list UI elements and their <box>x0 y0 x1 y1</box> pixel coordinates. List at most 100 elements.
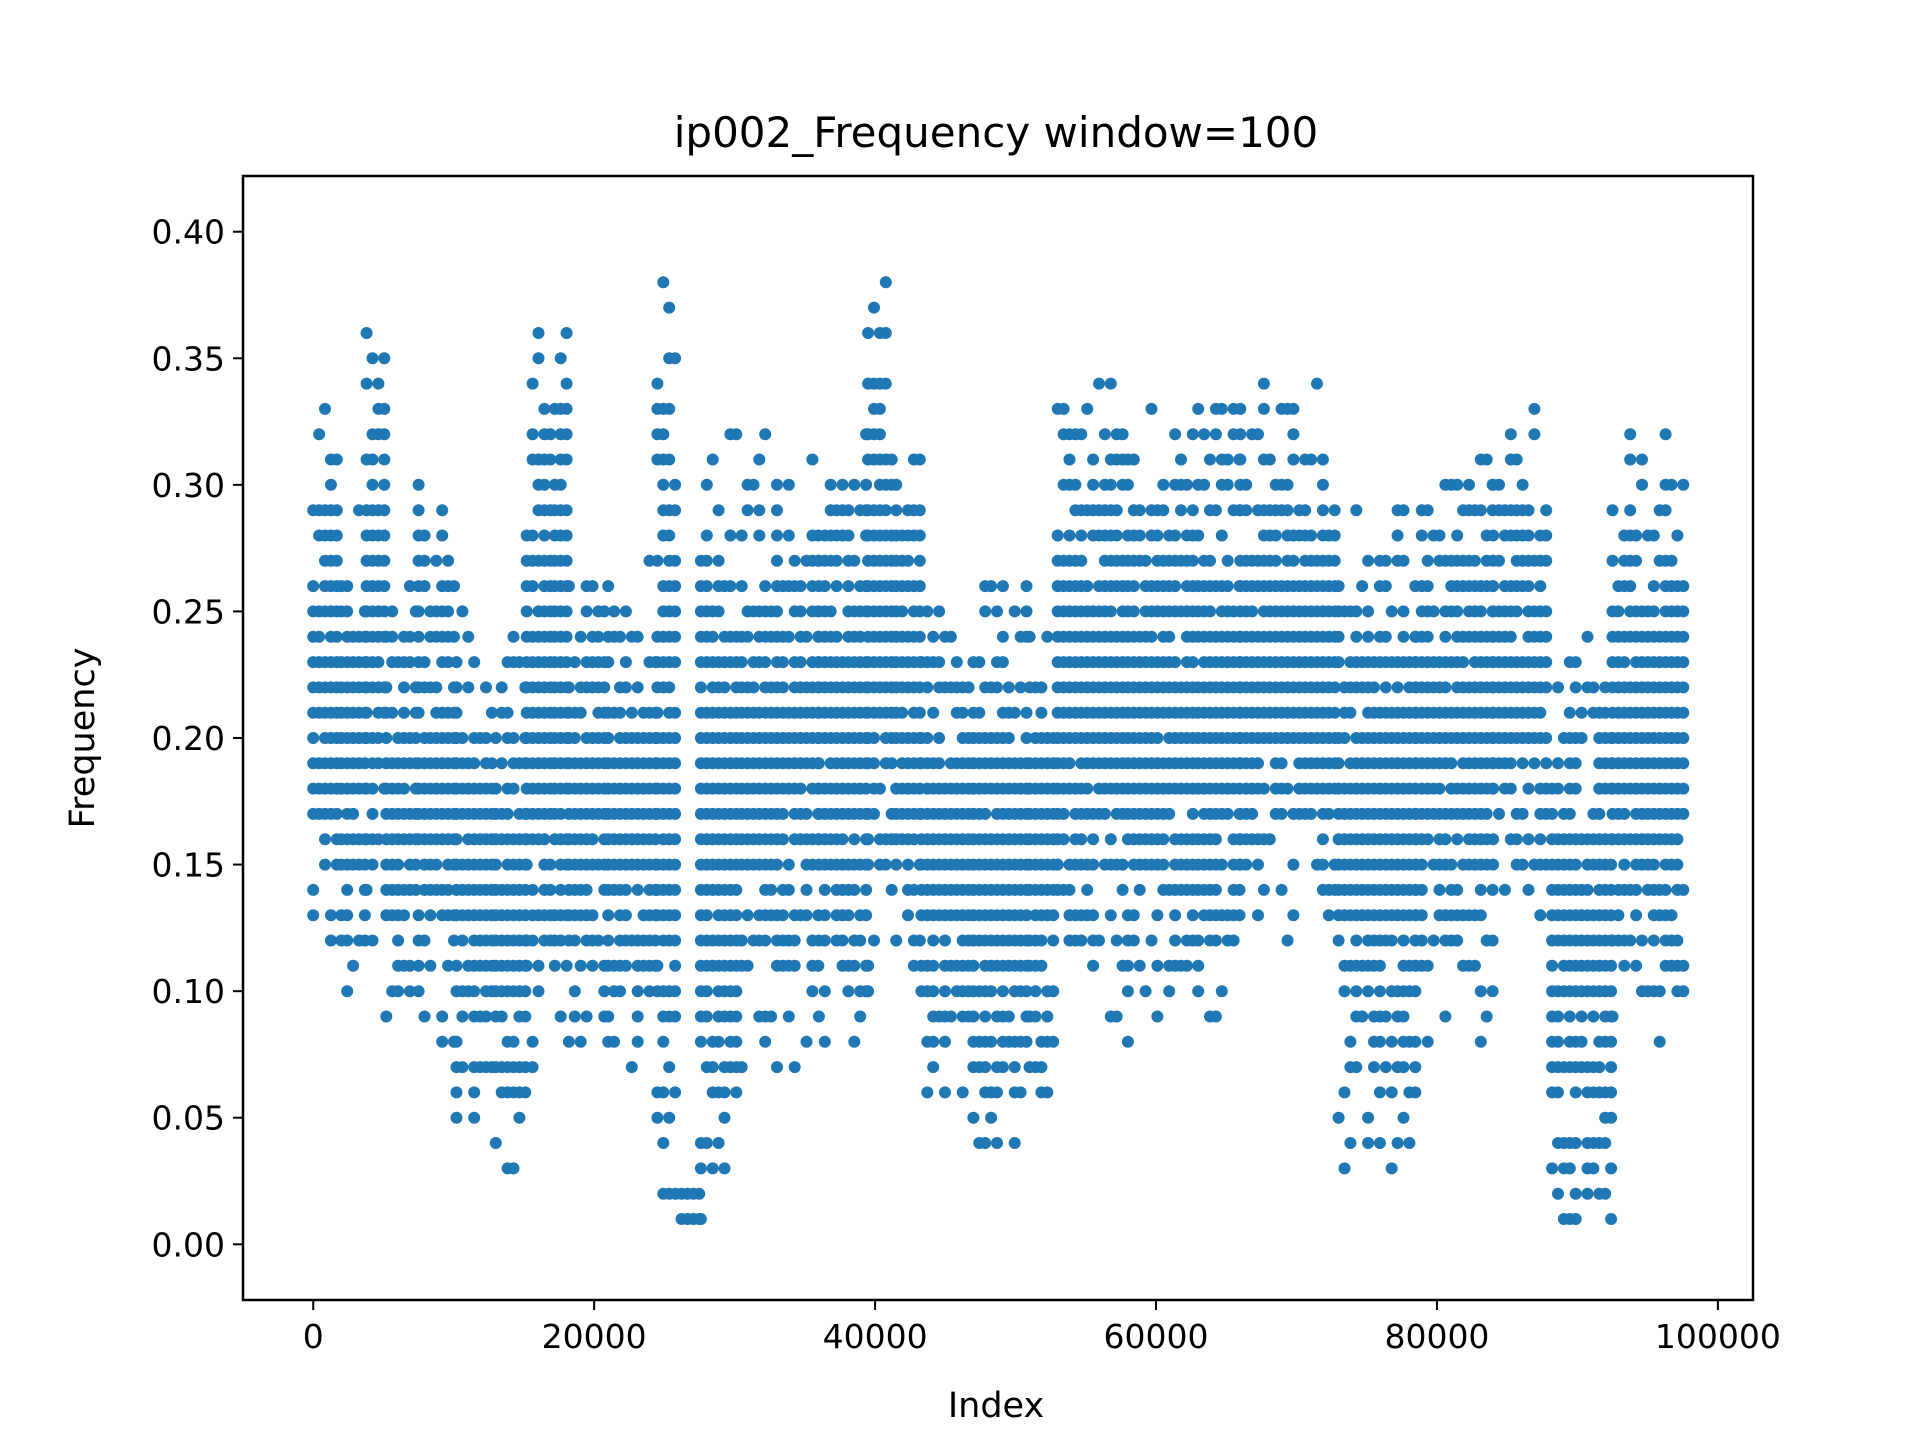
data-point <box>1563 807 1576 820</box>
data-point <box>973 656 986 669</box>
data-point <box>794 580 807 593</box>
data-point <box>794 656 807 669</box>
data-point <box>1316 833 1329 846</box>
data-point <box>1534 909 1547 922</box>
data-point <box>1240 504 1253 517</box>
data-point <box>1008 1137 1021 1149</box>
data-point <box>718 1086 731 1099</box>
data-point <box>1474 504 1487 517</box>
data-point <box>1057 833 1070 846</box>
data-point <box>1328 554 1341 567</box>
data-point <box>1192 959 1205 972</box>
data-point <box>730 1035 743 1048</box>
data-point <box>430 554 443 567</box>
data-point <box>776 807 789 820</box>
data-point <box>1522 504 1535 517</box>
x-tick-label: 20000 <box>542 1317 647 1356</box>
data-point <box>1391 681 1404 694</box>
data-point <box>1209 934 1222 947</box>
data-point <box>1522 782 1535 795</box>
data-point <box>694 681 707 694</box>
data-point <box>1522 580 1535 593</box>
data-point <box>1587 1010 1600 1023</box>
data-point <box>693 1187 706 1200</box>
data-point <box>378 428 391 441</box>
data-point <box>657 1086 670 1099</box>
data-point <box>913 630 926 643</box>
data-point <box>378 453 391 466</box>
data-point <box>631 681 644 694</box>
data-point <box>448 630 460 643</box>
data-point <box>1035 706 1048 719</box>
data-point <box>1281 478 1294 491</box>
data-point <box>1647 605 1660 618</box>
y-tick-label: 0.05 <box>152 1099 225 1138</box>
data-point <box>1322 807 1335 820</box>
data-point <box>398 706 410 719</box>
data-point <box>700 529 713 542</box>
data-point <box>800 909 813 922</box>
data-point <box>1002 1010 1015 1023</box>
data-point <box>1252 909 1264 922</box>
data-point <box>307 883 320 896</box>
data-point <box>706 453 719 466</box>
data-point <box>456 732 469 744</box>
data-point <box>424 909 437 922</box>
data-point <box>1287 453 1300 466</box>
data-point <box>1647 529 1660 542</box>
data-point <box>933 732 946 744</box>
data-point <box>507 782 520 795</box>
data-point <box>1433 883 1446 896</box>
data-point <box>927 985 940 998</box>
data-point <box>1522 833 1535 846</box>
data-point <box>1186 554 1199 567</box>
data-point <box>1263 453 1276 466</box>
data-point <box>412 504 425 517</box>
data-point <box>462 630 475 643</box>
data-point <box>1163 630 1176 643</box>
data-point <box>818 883 831 896</box>
data-point <box>927 706 940 719</box>
data-point <box>1624 934 1637 947</box>
data-point <box>1275 757 1288 770</box>
data-point <box>896 706 909 719</box>
data-point <box>657 428 670 441</box>
data-point <box>398 909 410 922</box>
data-point <box>1540 630 1553 643</box>
data-point <box>372 656 385 669</box>
data-point <box>1169 934 1182 947</box>
data-point <box>657 1137 670 1149</box>
data-point <box>1305 807 1318 820</box>
data-point <box>619 959 632 972</box>
data-point <box>1569 1187 1582 1200</box>
data-point <box>657 276 670 289</box>
data-point <box>1552 782 1564 795</box>
data-point <box>519 1086 532 1099</box>
data-point <box>1647 934 1660 947</box>
data-point <box>1606 504 1619 517</box>
data-point <box>1041 630 1054 643</box>
data-point <box>1075 428 1088 441</box>
data-point <box>1671 529 1684 542</box>
data-point <box>1569 1086 1582 1099</box>
data-point <box>663 402 676 415</box>
data-point <box>1677 807 1690 820</box>
data-point <box>868 732 880 744</box>
data-point <box>1504 757 1517 770</box>
data-point <box>380 681 393 694</box>
data-point <box>1379 554 1392 567</box>
data-point <box>560 504 573 517</box>
data-point <box>1186 807 1199 820</box>
data-point <box>651 554 664 567</box>
data-point <box>341 605 354 618</box>
data-point <box>1252 858 1264 871</box>
data-point <box>1653 985 1666 998</box>
data-point <box>1605 985 1618 998</box>
data-point <box>712 1035 725 1048</box>
data-point <box>1605 858 1618 871</box>
data-point <box>842 529 855 542</box>
data-point <box>392 934 405 947</box>
data-point <box>1041 1086 1054 1099</box>
data-point <box>602 1010 615 1023</box>
data-point <box>560 605 573 618</box>
